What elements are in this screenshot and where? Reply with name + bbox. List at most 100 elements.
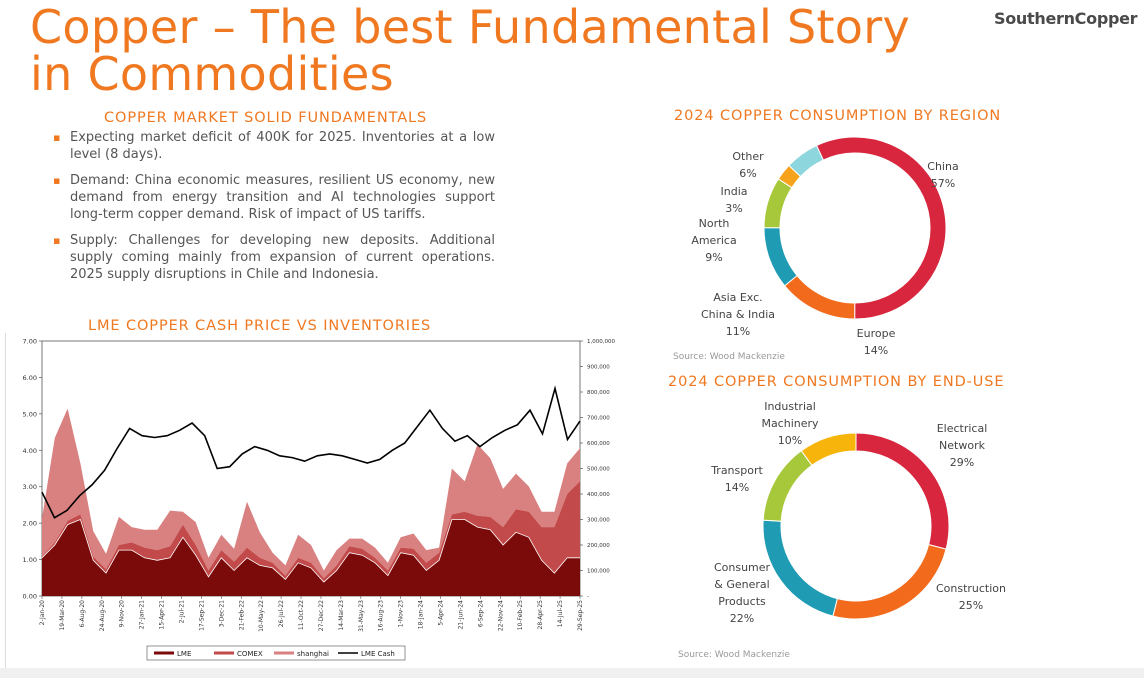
bullet-dot-icon: ▪ xyxy=(53,234,61,247)
x-tick-label: 31-May-23 xyxy=(358,600,365,632)
y-left-tick-label: 6.00 xyxy=(23,374,37,382)
y-right-tick-label: - xyxy=(587,594,589,600)
y-left-tick-label: 7.00 xyxy=(23,338,37,346)
slice-value-label: 6% xyxy=(739,167,756,180)
slice-value-label: 10% xyxy=(778,434,802,447)
donut-slice xyxy=(762,519,838,617)
series-area-shanghai xyxy=(42,408,580,579)
donut-slice xyxy=(855,432,950,550)
slice-label-group: China 57% xyxy=(927,160,958,190)
slice-category-label: Network xyxy=(939,439,986,452)
slice-category-label: Electrical xyxy=(937,422,988,435)
slice-category-label: Asia Exc. xyxy=(713,291,762,304)
slice-category-label: China & India xyxy=(701,308,775,321)
x-tick-label: 11-Oct-22 xyxy=(298,600,305,630)
y-right-tick-label: 900,000 xyxy=(587,365,610,371)
x-tick-label: 10-May-22 xyxy=(258,600,265,632)
x-tick-label: 16-Aug-23 xyxy=(378,600,385,631)
slice-label-group: North America 9% xyxy=(691,217,736,264)
lme-price-inventory-chart: 0.00 1.00 2.00 3.00 4.00 5.00 6.00 7.00 - 100,000… xyxy=(23,338,615,661)
slice-category-label: & General xyxy=(714,578,769,591)
y-left-tick-label: 0.00 xyxy=(23,593,37,601)
slice-category-label: China xyxy=(927,160,958,173)
y-right-tick-label: 200,000 xyxy=(587,543,610,549)
slice-value-label: 25% xyxy=(959,599,983,612)
lme-area-edge xyxy=(41,518,580,583)
slice-value-label: 22% xyxy=(730,612,754,625)
legend-label: LME xyxy=(177,650,191,658)
region-source-note: Source: Wood Mackenzie xyxy=(673,352,785,362)
bullet-dot-icon: ▪ xyxy=(53,131,61,144)
x-tick-label: 10-Feb-25 xyxy=(517,600,524,630)
slice-value-label: 29% xyxy=(950,456,974,469)
y-left-tick-label: 2.00 xyxy=(23,520,37,528)
series-area-lme xyxy=(42,519,580,596)
slice-label-group: Construction 25% xyxy=(936,582,1006,612)
x-tick-label: 22-Nov-24 xyxy=(497,600,504,631)
x-tick-label: 21-Jun-24 xyxy=(457,600,464,629)
y-right-tick-label: 800,000 xyxy=(587,390,610,396)
slice-value-label: 14% xyxy=(864,344,888,357)
y-right-tick-label: 1,000,000 xyxy=(587,339,615,345)
x-tick-label: 1-Nov-23 xyxy=(398,600,405,628)
legend-label: COMEX xyxy=(237,650,263,658)
x-tick-label: 14-Jul-25 xyxy=(557,600,564,627)
bullet-dot-icon: ▪ xyxy=(53,174,61,187)
slice-category-label: Other xyxy=(732,150,764,163)
y-right-tick-label: 700,000 xyxy=(587,416,610,422)
slice-label-group: Asia Exc. China & India 11% xyxy=(701,291,775,338)
southern-copper-logo: SouthernCopper xyxy=(994,9,1138,28)
x-tick-label: 14-Mar-23 xyxy=(338,600,345,631)
slice-category-label: Transport xyxy=(710,464,763,477)
legend-label: LME Cash xyxy=(361,650,395,658)
slice-category-label: Europe xyxy=(857,327,896,340)
enduse-donut-chart: Electrical Network 29% Construction 25% Consu… xyxy=(710,400,1006,625)
y-left-tick-label: 1.00 xyxy=(23,556,37,564)
x-tick-label: 15-Apr-21 xyxy=(159,600,166,630)
legend-label: shanghai xyxy=(297,650,329,658)
donut-slice xyxy=(783,274,856,320)
slice-category-label: Products xyxy=(718,595,766,608)
y-right-tick-label: 600,000 xyxy=(587,441,610,447)
donut-slice xyxy=(832,544,947,620)
x-tick-label: 27-Dec-22 xyxy=(318,600,325,631)
x-tick-label: 26-Jul-22 xyxy=(278,600,285,627)
donut-slice xyxy=(762,450,813,522)
region-chart-title: 2024 COPPER CONSUMPTION BY REGION xyxy=(674,108,1002,124)
y-left-tick-label: 4.00 xyxy=(23,447,37,455)
x-tick-label: 6-Sep-24 xyxy=(477,600,484,627)
slice-category-label: North xyxy=(699,217,730,230)
slice-category-label: Consumer xyxy=(714,561,771,574)
slice-value-label: 9% xyxy=(705,251,722,264)
x-tick-label: 21-Feb-22 xyxy=(238,600,245,630)
bullet-text: Demand: China economic measures, resilie… xyxy=(70,173,495,222)
fundamentals-bullet: ▪ Demand: China economic measures, resili… xyxy=(52,172,495,223)
y-right-tick-label: 300,000 xyxy=(587,518,610,524)
x-tick-label: 17-Sep-21 xyxy=(198,600,205,631)
y-right-tick-label: 500,000 xyxy=(587,467,610,473)
bottom-bar xyxy=(0,668,1144,678)
slice-label-group: Industrial Machinery 10% xyxy=(761,400,819,447)
x-tick-label: 24-Aug-20 xyxy=(99,600,106,631)
slice-label-group: Electrical Network 29% xyxy=(937,422,988,469)
fundamentals-bullet: ▪ Expecting market deficit of 400K for 20… xyxy=(52,129,495,163)
fundamentals-bullet: ▪ Supply: Challenges for developing new d… xyxy=(52,232,495,283)
x-tick-label: 28-Apr-25 xyxy=(537,600,544,630)
slice-value-label: 57% xyxy=(931,177,955,190)
donut-slice xyxy=(763,178,793,229)
x-tick-label: 6-Aug-20 xyxy=(79,600,86,628)
slice-category-label: Industrial xyxy=(764,400,816,413)
y-right-tick-label: 100,000 xyxy=(587,569,610,575)
y-left-tick-label: 5.00 xyxy=(23,410,37,418)
y-left-tick-label: 3.00 xyxy=(23,483,37,491)
lme-chart-title: LME COPPER CASH PRICE VS INVENTORIES xyxy=(88,318,432,334)
slice-value-label: 14% xyxy=(725,481,749,494)
slice-label-group: India 3% xyxy=(721,185,748,215)
x-tick-label: 2-Jan-20 xyxy=(39,600,46,626)
bullet-text: Supply: Challenges for developing new de… xyxy=(70,233,495,282)
x-tick-label: 3-Dec-21 xyxy=(218,600,225,628)
fundamentals-title: COPPER MARKET SOLID FUNDAMENTALS xyxy=(104,110,428,126)
slice-value-label: 3% xyxy=(725,202,742,215)
slice-label-group: Transport 14% xyxy=(710,464,763,494)
donut-slice xyxy=(763,227,798,287)
